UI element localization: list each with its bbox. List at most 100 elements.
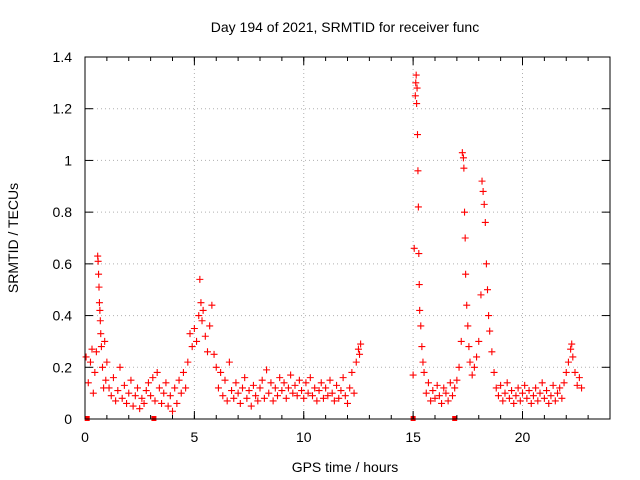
data-point xyxy=(412,79,420,87)
data-point xyxy=(319,394,327,402)
data-point xyxy=(123,399,131,407)
data-point xyxy=(173,399,181,407)
data-point xyxy=(490,368,498,376)
data-point xyxy=(558,394,566,402)
data-point xyxy=(309,392,316,400)
data-point xyxy=(326,376,334,384)
data-point xyxy=(501,389,509,397)
y-tick-label: 0 xyxy=(64,411,72,427)
data-point xyxy=(477,291,485,299)
data-point xyxy=(346,384,354,392)
data-point xyxy=(571,368,579,376)
data-point xyxy=(300,394,308,402)
data-point xyxy=(417,322,425,330)
data-point xyxy=(444,397,452,405)
data-point xyxy=(184,358,192,366)
data-point xyxy=(440,384,448,392)
data-point xyxy=(420,368,428,376)
data-point xyxy=(521,381,529,389)
data-point xyxy=(134,384,141,392)
data-point xyxy=(274,392,281,400)
data-point xyxy=(482,260,490,268)
data-point xyxy=(155,384,163,392)
data-point xyxy=(118,394,126,402)
data-point xyxy=(280,379,288,387)
data-point xyxy=(144,379,152,387)
data-point xyxy=(422,389,430,397)
data-point xyxy=(461,208,469,216)
data-point xyxy=(129,402,137,410)
data-point xyxy=(217,368,225,376)
data-point xyxy=(315,387,323,395)
x-axis-label: GPS time / hours xyxy=(292,459,399,475)
data-point xyxy=(462,270,470,278)
data-point xyxy=(236,399,244,407)
data-point xyxy=(223,397,231,405)
data-point xyxy=(348,368,356,376)
data-point xyxy=(510,399,518,407)
data-point xyxy=(567,345,575,353)
data-point xyxy=(249,381,257,389)
data-point xyxy=(545,399,553,407)
data-points xyxy=(82,71,586,415)
data-point xyxy=(549,381,557,389)
data-point xyxy=(186,330,194,338)
data-point xyxy=(114,387,122,395)
data-point xyxy=(234,389,242,397)
data-point xyxy=(105,384,113,392)
data-point xyxy=(247,402,255,410)
data-point xyxy=(484,286,491,294)
data-point xyxy=(198,317,206,325)
data-point xyxy=(140,399,148,407)
data-point xyxy=(414,167,422,175)
data-point xyxy=(284,384,292,392)
data-point xyxy=(91,368,99,376)
data-point xyxy=(112,397,120,405)
y-tick-label: 0.2 xyxy=(53,359,73,375)
data-point xyxy=(208,301,216,309)
data-point xyxy=(88,345,96,353)
data-point xyxy=(193,337,201,345)
data-point xyxy=(304,389,312,397)
data-point xyxy=(109,374,117,382)
data-point xyxy=(295,376,303,384)
data-point xyxy=(459,154,467,162)
data-point xyxy=(196,275,204,283)
data-point xyxy=(414,131,421,139)
data-point xyxy=(263,366,271,374)
data-point xyxy=(92,348,100,356)
data-point xyxy=(465,343,473,351)
data-point xyxy=(419,358,427,366)
data-point xyxy=(512,392,520,400)
data-point xyxy=(99,363,106,371)
data-point xyxy=(413,84,421,92)
data-point xyxy=(547,392,555,400)
data-point xyxy=(86,358,94,366)
data-point xyxy=(311,384,319,392)
data-point xyxy=(221,376,229,384)
data-point xyxy=(103,358,111,366)
x-tick-label: 20 xyxy=(515,429,531,445)
data-point xyxy=(356,350,364,358)
data-point xyxy=(415,250,423,258)
data-point xyxy=(289,389,297,397)
data-point xyxy=(564,358,572,366)
data-point xyxy=(458,149,466,157)
data-point xyxy=(536,389,544,397)
data-point xyxy=(481,218,489,226)
data-point xyxy=(499,397,507,405)
data-point xyxy=(415,281,423,289)
data-point xyxy=(107,392,115,400)
y-tick-label: 1.4 xyxy=(53,49,73,65)
data-point xyxy=(344,399,351,407)
data-point xyxy=(287,371,295,379)
data-point xyxy=(256,384,264,392)
data-point xyxy=(204,348,211,356)
data-point xyxy=(560,379,568,387)
data-point xyxy=(556,384,564,392)
data-point xyxy=(473,353,481,361)
data-point xyxy=(341,392,349,400)
data-point xyxy=(569,353,577,361)
data-point xyxy=(276,374,284,382)
